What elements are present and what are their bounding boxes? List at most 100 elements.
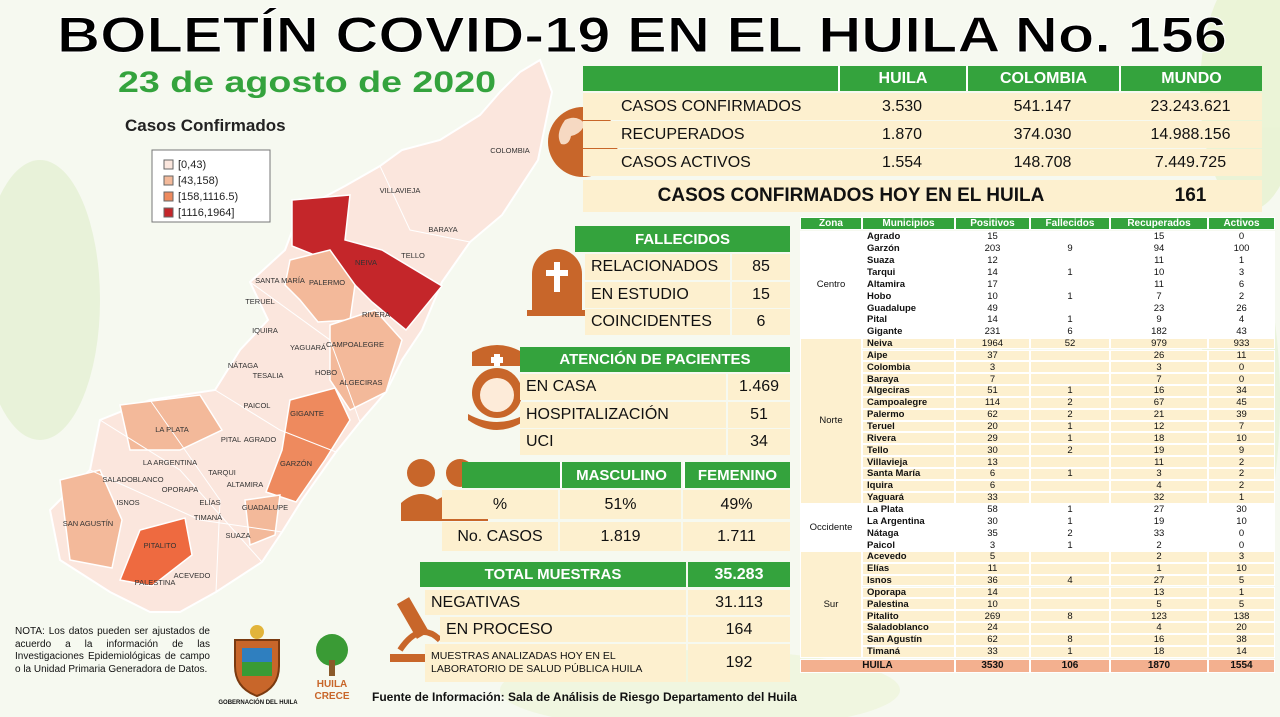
cell-value: 10 [955, 598, 1030, 611]
zone-label: Centro [800, 231, 862, 338]
cell-value: 4 [1110, 622, 1208, 634]
map-label: GARZÓN [280, 459, 312, 468]
column-header: HUILA [838, 66, 966, 91]
cell-value: 4 [1030, 574, 1110, 587]
cell-value: 11 [1110, 278, 1208, 291]
cell-value: 541.147 [966, 93, 1119, 120]
cell-value: 3.530 [838, 93, 966, 120]
cell-value: 14 [955, 266, 1030, 279]
map-label: TARQUI [208, 468, 236, 477]
cell-value: 45 [1208, 396, 1275, 409]
municipality-name: San Agustín [862, 633, 955, 646]
cell-value: 36 [955, 574, 1030, 587]
map-label: LA ARGENTINA [143, 458, 197, 467]
cell-value: 0 [1208, 361, 1275, 374]
map-label: SUAZA [225, 531, 250, 540]
municipality-name: Pital [862, 313, 955, 326]
cell-value: 1.819 [560, 522, 681, 551]
cell-value: 14 [1208, 645, 1275, 658]
map-label: VILLAVIEJA [380, 186, 421, 195]
map-label: RIVERA [362, 310, 390, 319]
cell-value: 33 [955, 645, 1030, 658]
section-title: TOTAL MUESTRAS [420, 562, 686, 587]
cell-value: 3 [1208, 266, 1275, 279]
cell-value: 1 [1030, 468, 1110, 480]
cell-value [1030, 622, 1110, 634]
municipality-name: Acevedo [862, 550, 955, 563]
row-label: No. CASOS [442, 522, 558, 551]
cell-value: 231 [955, 325, 1030, 338]
cell-value: 2 [1208, 479, 1275, 492]
cell-value: 6 [955, 468, 1030, 480]
municipality-name: Hobo [862, 290, 955, 303]
cell-value: 1.711 [683, 522, 790, 551]
cell-value: 18 [1110, 645, 1208, 658]
cell-value: 35 [955, 527, 1030, 540]
cell-value: 2 [1208, 456, 1275, 468]
municipality-name: Isnos [862, 574, 955, 587]
cell-value: 374.030 [966, 121, 1119, 148]
zone-label: Norte [800, 337, 862, 504]
cell-value: 0 [1208, 373, 1275, 386]
cell-value: 0 [1208, 231, 1275, 243]
cell-value: 21 [1110, 408, 1208, 421]
cell-value: 27 [1110, 574, 1208, 587]
map-label: CAMPOALEGRE [326, 340, 384, 349]
map-label: SALADOBLANCO [102, 475, 163, 484]
cell-value: 138 [1208, 610, 1275, 623]
cell-value: 39 [1208, 408, 1275, 421]
cell-value: 24 [955, 622, 1030, 634]
map-label: HOBO [315, 368, 337, 377]
map-label: PITAL [221, 435, 241, 444]
column-header: FEMENINO [683, 462, 790, 488]
cell-value: 27 [1110, 503, 1208, 516]
cell-value: 203 [955, 242, 1030, 255]
cell-value: 8 [1030, 633, 1110, 646]
municipality-name: Oporapa [862, 586, 955, 599]
row-label: RECUPERADOS [583, 121, 838, 148]
cell-value: 1 [1208, 254, 1275, 267]
cell-value: 5 [1208, 574, 1275, 587]
cell-value: 2 [1208, 468, 1275, 480]
cell-value: 10 [1110, 266, 1208, 279]
total-value: 1554 [1208, 658, 1275, 673]
cell-value: 20 [1208, 622, 1275, 634]
cell-value: 3 [1208, 550, 1275, 563]
cell-value [1030, 456, 1110, 468]
map-label: ALTAMIRA [227, 480, 263, 489]
cell-value: 67 [1110, 396, 1208, 409]
section-title: FALLECIDOS [575, 226, 790, 252]
cell-value: 6 [732, 309, 790, 335]
cell-value: 7 [1208, 420, 1275, 433]
today-value: 161 [1119, 180, 1262, 212]
cell-value: 13 [1110, 586, 1208, 599]
cell-value: 23.243.621 [1119, 93, 1262, 120]
total-value: 1870 [1110, 658, 1208, 673]
municipality-name: Palermo [862, 408, 955, 421]
logo-caption: HUILA CRECE [314, 678, 350, 703]
cell-value: 12 [955, 254, 1030, 267]
cell-value: 7 [955, 373, 1030, 386]
cell-value: 19 [1110, 444, 1208, 457]
cell-value: 5 [1110, 598, 1208, 611]
cell-value: 2 [1030, 527, 1110, 540]
header-blank [583, 66, 838, 91]
cell-value: 1 [1030, 645, 1110, 658]
cell-value: 51 [955, 385, 1030, 397]
cell-value [1030, 479, 1110, 492]
cell-value [1030, 361, 1110, 374]
cell-value: 148.708 [966, 149, 1119, 176]
legend-label: [1116,1964] [178, 207, 234, 219]
cell-value: 32 [1110, 491, 1208, 504]
date: 23 de agosto de 2020 [118, 66, 496, 99]
cell-value: 979 [1110, 337, 1208, 350]
row-label: % [442, 490, 558, 519]
cell-value: 14.988.156 [1119, 121, 1262, 148]
municipality-name: Gigante [862, 325, 955, 338]
cell-value: 1 [1030, 266, 1110, 279]
total-value: 106 [1030, 658, 1110, 673]
map-label: GUADALUPE [242, 503, 288, 512]
map-label: PALERMO [309, 278, 345, 287]
cell-value: 49% [683, 490, 790, 519]
